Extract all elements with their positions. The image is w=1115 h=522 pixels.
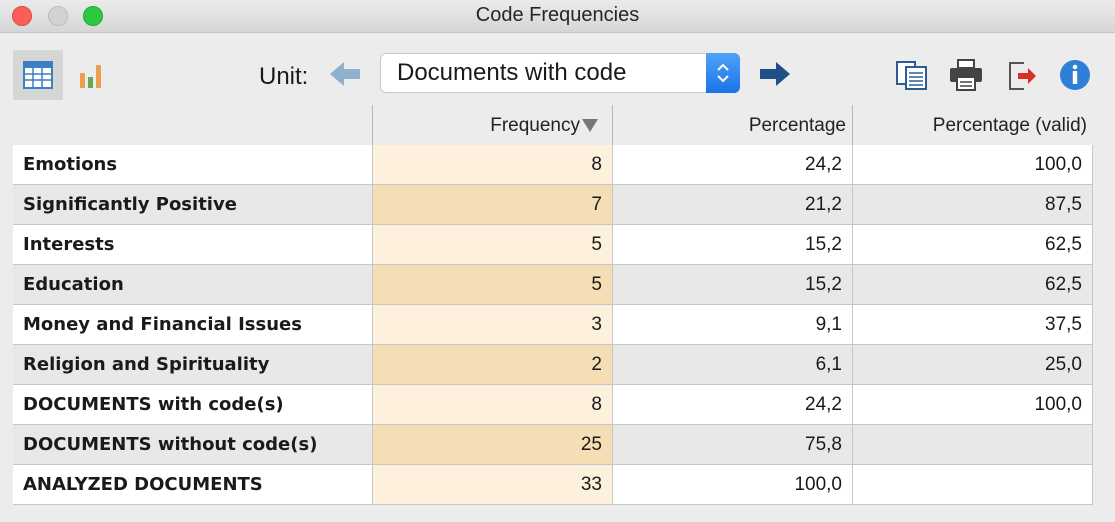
percentage-cell: 21,2 xyxy=(612,185,852,225)
copy-button[interactable] xyxy=(894,57,930,93)
print-icon xyxy=(950,59,982,91)
title-bar: Code Frequencies xyxy=(0,0,1115,33)
row-label: Religion and Spirituality xyxy=(13,345,372,385)
percentage-cell: 15,2 xyxy=(612,225,852,265)
column-header-percentage[interactable]: Percentage xyxy=(612,105,852,145)
column-header-label[interactable] xyxy=(13,105,372,145)
table-row[interactable]: DOCUMENTS with code(s) 8 24,2 100,0 xyxy=(13,385,1093,425)
row-label: ANALYZED DOCUMENTS xyxy=(13,465,372,505)
info-icon xyxy=(1060,60,1090,90)
next-unit-button[interactable] xyxy=(758,57,792,91)
frequency-cell: 33 xyxy=(372,465,612,505)
info-button[interactable] xyxy=(1058,57,1094,93)
table-row[interactable]: Religion and Spirituality 2 6,1 25,0 xyxy=(13,345,1093,385)
frequency-cell: 5 xyxy=(372,225,612,265)
chart-view-icon xyxy=(80,65,101,88)
unit-label: Unit: xyxy=(259,63,309,90)
percentage-valid-cell: 100,0 xyxy=(852,385,1093,425)
table-row[interactable]: Emotions 8 24,2 100,0 xyxy=(13,145,1093,185)
row-label: DOCUMENTS without code(s) xyxy=(13,425,372,465)
table-row[interactable]: Money and Financial Issues 3 9,1 37,5 xyxy=(13,305,1093,345)
export-button[interactable] xyxy=(1004,57,1040,93)
percentage-valid-cell xyxy=(852,425,1093,465)
toolbar: Unit: Documents with code xyxy=(0,33,1115,105)
table-view-button[interactable] xyxy=(13,50,63,100)
percentage-valid-cell: 25,0 xyxy=(852,345,1093,385)
table-row[interactable]: DOCUMENTS without code(s) 25 75,8 xyxy=(13,425,1093,465)
percentage-cell: 6,1 xyxy=(612,345,852,385)
percentage-cell: 15,2 xyxy=(612,265,852,305)
percentage-valid-cell: 62,5 xyxy=(852,225,1093,265)
column-header-percentage-valid[interactable]: Percentage (valid) xyxy=(852,105,1093,145)
column-header-frequency[interactable]: Frequency xyxy=(372,105,612,145)
frequency-cell: 2 xyxy=(372,345,612,385)
minimize-window-button[interactable] xyxy=(48,6,68,26)
table-row[interactable]: ANALYZED DOCUMENTS 33 100,0 xyxy=(13,465,1093,505)
percentage-cell: 24,2 xyxy=(612,385,852,425)
frequency-cell: 8 xyxy=(372,385,612,425)
column-header-frequency-label: Frequency xyxy=(490,115,580,136)
frequency-cell: 8 xyxy=(372,145,612,185)
unit-select-value: Documents with code xyxy=(397,59,627,86)
percentage-valid-cell: 100,0 xyxy=(852,145,1093,185)
chevron-updown-icon xyxy=(717,63,729,83)
print-button[interactable] xyxy=(948,57,984,93)
unit-select-stepper[interactable] xyxy=(706,53,740,93)
table-header: Frequency Percentage Percentage (valid) xyxy=(13,105,1093,145)
table-row[interactable]: Interests 5 15,2 62,5 xyxy=(13,225,1093,265)
percentage-cell: 9,1 xyxy=(612,305,852,345)
sort-descending-icon xyxy=(582,119,598,132)
table-row[interactable]: Significantly Positive 7 21,2 87,5 xyxy=(13,185,1093,225)
frequency-cell: 3 xyxy=(372,305,612,345)
percentage-cell: 24,2 xyxy=(612,145,852,185)
arrow-right-icon xyxy=(760,62,790,86)
percentage-valid-cell: 87,5 xyxy=(852,185,1093,225)
percentage-cell: 75,8 xyxy=(612,425,852,465)
percentage-cell: 100,0 xyxy=(612,465,852,505)
row-label: Education xyxy=(13,265,372,305)
row-label: Significantly Positive xyxy=(13,185,372,225)
frequency-cell: 5 xyxy=(372,265,612,305)
close-window-button[interactable] xyxy=(12,6,32,26)
table-row[interactable]: Education 5 15,2 62,5 xyxy=(13,265,1093,305)
row-label: Interests xyxy=(13,225,372,265)
export-icon xyxy=(1009,62,1036,90)
copy-icon xyxy=(896,61,927,90)
window-title: Code Frequencies xyxy=(475,4,640,26)
percentage-valid-cell: 37,5 xyxy=(852,305,1093,345)
arrow-left-icon xyxy=(330,62,360,86)
frequency-cell: 7 xyxy=(372,185,612,225)
percentage-valid-cell: 62,5 xyxy=(852,265,1093,305)
zoom-window-button[interactable] xyxy=(83,6,103,26)
chart-view-button[interactable] xyxy=(70,50,114,100)
row-label: DOCUMENTS with code(s) xyxy=(13,385,372,425)
row-label: Money and Financial Issues xyxy=(13,305,372,345)
previous-unit-button[interactable] xyxy=(328,57,362,91)
percentage-valid-cell xyxy=(852,465,1093,505)
unit-select[interactable]: Documents with code xyxy=(380,53,740,93)
table-view-icon xyxy=(23,61,53,89)
frequency-cell: 25 xyxy=(372,425,612,465)
frequency-table: Frequency Percentage Percentage (valid) … xyxy=(13,105,1093,505)
row-label: Emotions xyxy=(13,145,372,185)
